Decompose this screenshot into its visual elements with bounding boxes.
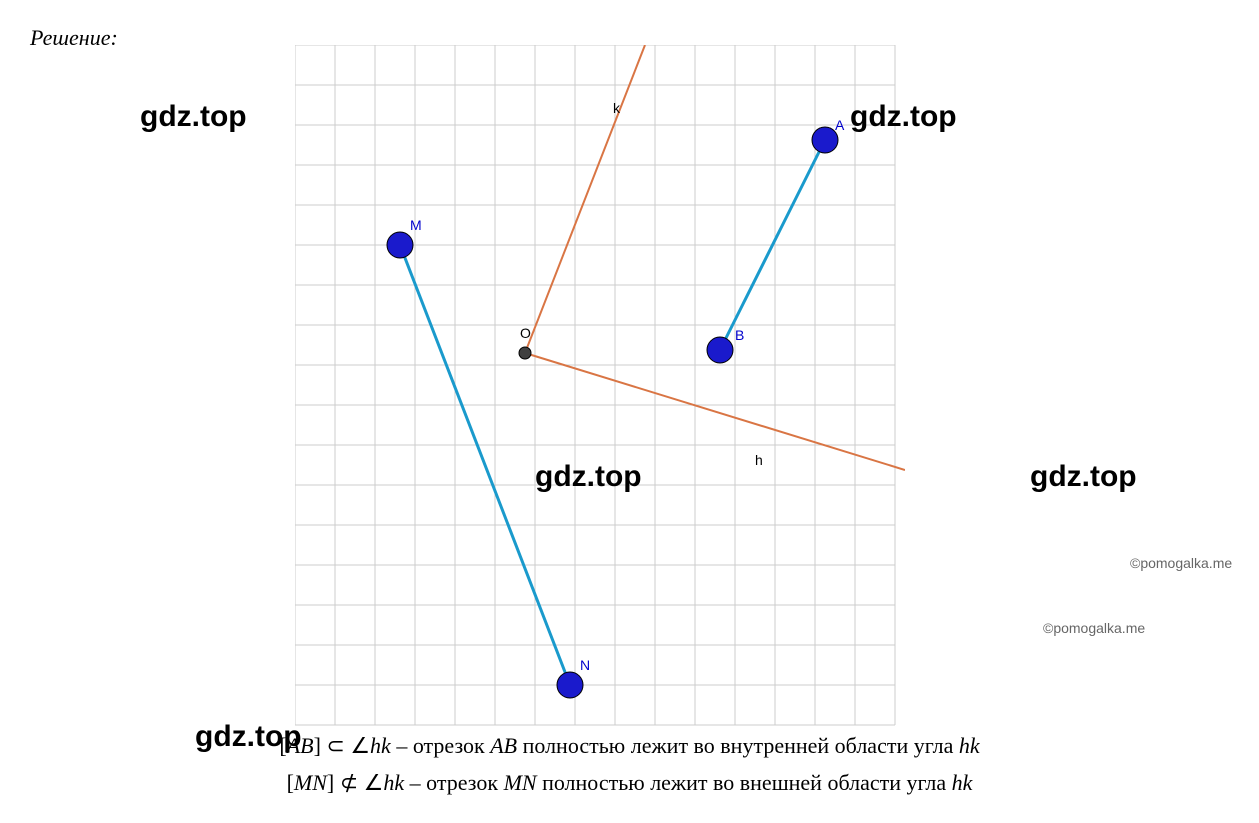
l1-hk2: hk bbox=[959, 733, 980, 758]
l2-hk2: hk bbox=[952, 770, 973, 795]
watermark-4: gdz.top bbox=[1030, 460, 1137, 494]
diagram-svg: k h M N A B O bbox=[295, 45, 905, 730]
solution-text: [AB] ⊂ ∠hk – отрезок AB полностью лежит … bbox=[0, 729, 1259, 803]
l2-rest: полностью лежит во внешней области угла bbox=[537, 770, 952, 795]
solution-line-1: [AB] ⊂ ∠hk – отрезок AB полностью лежит … bbox=[0, 729, 1259, 762]
l1-dash: – отрезок bbox=[391, 733, 490, 758]
l1-rest: полностью лежит во внутренней области уг… bbox=[517, 733, 959, 758]
l2-mn: MN bbox=[294, 770, 327, 795]
copyright-2: ©pomogalka.me bbox=[1043, 620, 1145, 636]
svg-text:M: M bbox=[410, 217, 422, 233]
l2-hk: hk bbox=[383, 770, 404, 795]
svg-text:h: h bbox=[755, 452, 763, 468]
geometry-diagram: k h M N A B O bbox=[295, 45, 905, 730]
svg-text:A: A bbox=[835, 117, 845, 133]
l1-hk: hk bbox=[370, 733, 391, 758]
svg-text:k: k bbox=[613, 100, 621, 116]
l2-mn2: MN bbox=[504, 770, 537, 795]
l1-close: ] bbox=[314, 733, 321, 758]
watermark-1: gdz.top bbox=[140, 100, 247, 134]
l2-notsubset: ⊄ ∠ bbox=[334, 770, 383, 795]
l1-subset: ⊂ ∠ bbox=[321, 733, 370, 758]
l2-open: [ bbox=[287, 770, 294, 795]
copyright-1: ©pomogalka.me bbox=[1130, 555, 1232, 571]
watermark-2: gdz.top bbox=[850, 100, 957, 134]
svg-text:O: O bbox=[520, 325, 531, 341]
solution-line-2: [MN] ⊄ ∠hk – отрезок MN полностью лежит … bbox=[0, 766, 1259, 799]
l1-ab2: AB bbox=[490, 733, 517, 758]
l1-ab: AB bbox=[287, 733, 314, 758]
svg-text:B: B bbox=[735, 327, 744, 343]
svg-text:N: N bbox=[580, 657, 590, 673]
solution-header: Решение: bbox=[30, 25, 118, 51]
l1-open: [ bbox=[279, 733, 286, 758]
watermark-3: gdz.top bbox=[535, 460, 642, 494]
l2-dash: – отрезок bbox=[404, 770, 503, 795]
